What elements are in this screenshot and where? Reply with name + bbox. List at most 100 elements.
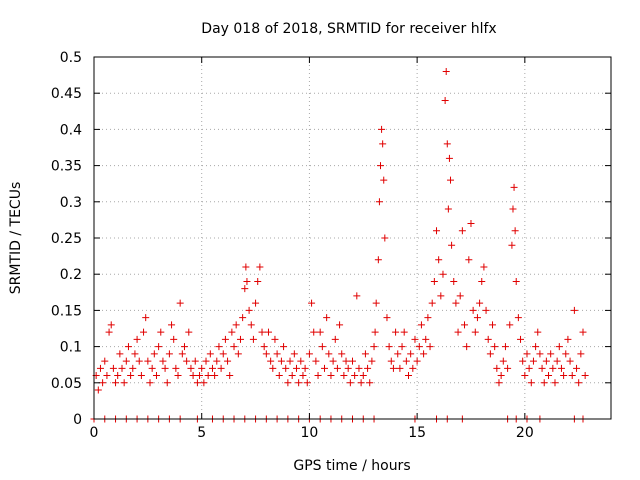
data-point bbox=[521, 372, 529, 380]
data-point bbox=[219, 350, 227, 358]
data-point bbox=[536, 350, 544, 358]
data-point bbox=[380, 176, 388, 184]
data-point bbox=[454, 328, 462, 336]
data-point bbox=[368, 357, 376, 365]
data-point bbox=[327, 372, 335, 380]
data-point bbox=[178, 350, 186, 358]
data-point bbox=[511, 227, 519, 235]
data-point bbox=[172, 364, 180, 372]
data-point bbox=[159, 357, 167, 365]
data-point bbox=[387, 357, 395, 365]
data-point bbox=[124, 343, 132, 351]
data-point bbox=[573, 364, 581, 372]
data-point bbox=[545, 372, 553, 380]
data-point bbox=[359, 372, 367, 380]
data-point bbox=[519, 357, 527, 365]
data-point bbox=[260, 343, 268, 351]
data-point bbox=[346, 379, 354, 387]
data-point bbox=[247, 321, 255, 329]
data-point bbox=[357, 379, 365, 387]
data-point bbox=[161, 364, 169, 372]
data-point bbox=[428, 299, 436, 307]
data-point bbox=[443, 140, 451, 148]
data-point bbox=[424, 314, 432, 322]
data-point bbox=[303, 379, 311, 387]
data-point bbox=[523, 350, 531, 358]
data-point bbox=[196, 372, 204, 380]
data-point bbox=[473, 314, 481, 322]
data-point bbox=[476, 299, 484, 307]
data-point bbox=[118, 364, 126, 372]
y-tick-label: 0.35 bbox=[51, 159, 82, 175]
y-tick-label: 0.25 bbox=[51, 231, 82, 247]
data-point bbox=[435, 256, 443, 264]
data-point bbox=[94, 386, 102, 394]
data-point bbox=[568, 372, 576, 380]
data-point bbox=[534, 328, 542, 336]
data-point bbox=[325, 350, 333, 358]
data-point bbox=[413, 357, 421, 365]
data-point bbox=[467, 220, 475, 228]
data-point bbox=[349, 357, 356, 365]
x-axis-label: GPS time / hours bbox=[293, 458, 410, 474]
data-point bbox=[301, 364, 309, 372]
data-point bbox=[191, 357, 199, 365]
data-point bbox=[370, 343, 378, 351]
data-point bbox=[234, 350, 242, 358]
x-axis: 0 5 10 15 20 bbox=[90, 57, 534, 441]
data-point bbox=[168, 321, 176, 329]
data-point bbox=[538, 364, 546, 372]
data-point bbox=[417, 321, 425, 329]
data-point bbox=[575, 379, 583, 387]
data-point bbox=[103, 372, 111, 380]
data-point bbox=[105, 328, 113, 336]
data-point bbox=[312, 357, 320, 365]
data-point bbox=[499, 357, 507, 365]
data-point bbox=[112, 379, 120, 387]
x-tick-label: 10 bbox=[301, 425, 319, 441]
data-point bbox=[129, 364, 137, 372]
data-point bbox=[150, 350, 158, 358]
data-point bbox=[433, 227, 441, 235]
data-point bbox=[456, 292, 464, 300]
grid bbox=[94, 57, 611, 419]
data-point bbox=[508, 241, 516, 249]
data-point bbox=[122, 357, 130, 365]
data-point bbox=[445, 154, 453, 162]
y-tick-label: 0.15 bbox=[51, 303, 82, 319]
data-point bbox=[448, 241, 456, 249]
data-point bbox=[398, 343, 406, 351]
data-point bbox=[202, 357, 210, 365]
y-axis-label: SRMTID / TECUs bbox=[8, 182, 24, 295]
data-point bbox=[208, 364, 216, 372]
data-point bbox=[180, 343, 188, 351]
data-point bbox=[174, 372, 182, 380]
data-point bbox=[107, 321, 115, 329]
data-point bbox=[170, 335, 178, 343]
data-point bbox=[540, 379, 548, 387]
data-point bbox=[96, 364, 104, 372]
data-point bbox=[495, 379, 503, 387]
data-point bbox=[114, 372, 122, 380]
data-point bbox=[549, 364, 557, 372]
y-axis: 0 0.05 0.1 0.15 0.2 0.25 0.3 0.35 0.4 0.45 0.5 bbox=[51, 50, 611, 428]
data-point bbox=[389, 364, 397, 372]
data-point bbox=[385, 343, 393, 351]
data-point bbox=[394, 350, 402, 358]
x-tick-label: 15 bbox=[408, 425, 426, 441]
data-point bbox=[264, 328, 272, 336]
data-point bbox=[581, 372, 589, 380]
data-point bbox=[176, 299, 184, 307]
data-point bbox=[452, 299, 460, 307]
data-point bbox=[510, 183, 518, 191]
data-point bbox=[165, 350, 173, 358]
data-point bbox=[509, 205, 517, 213]
data-point bbox=[305, 350, 313, 358]
data-point bbox=[116, 350, 124, 358]
data-point bbox=[353, 292, 361, 300]
data-point bbox=[211, 372, 219, 380]
x-tick-label: 0 bbox=[90, 425, 99, 441]
data-point bbox=[284, 379, 292, 387]
data-point bbox=[486, 350, 494, 358]
